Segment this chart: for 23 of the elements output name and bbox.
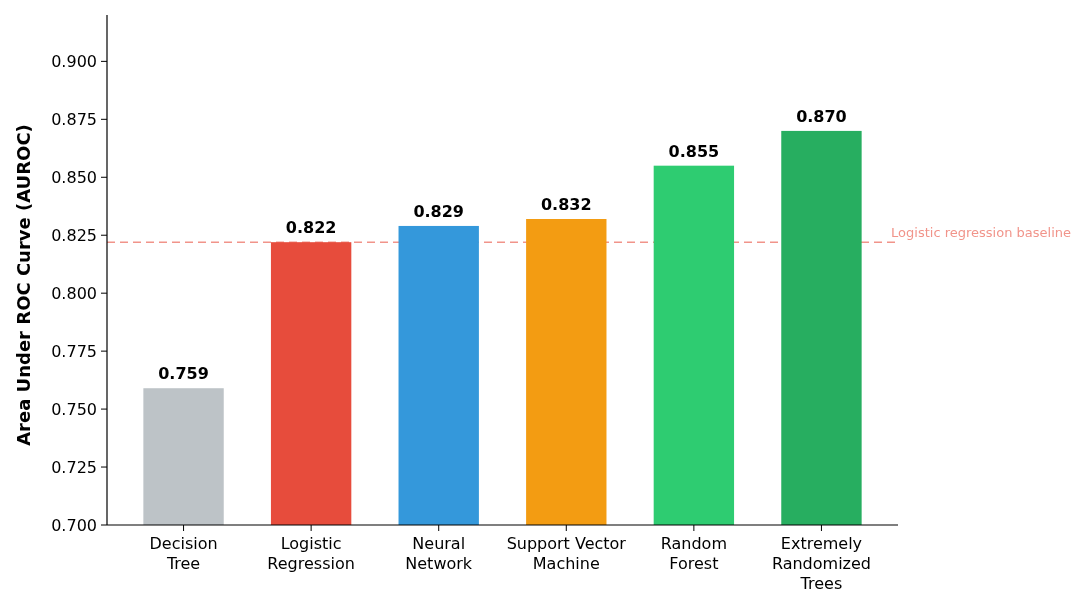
x-tick-label: Random Forest bbox=[660, 534, 727, 573]
x-tick-label: Support Vector Machine bbox=[506, 534, 627, 573]
y-tick-label: 0.750 bbox=[51, 399, 97, 419]
y-tick-label: 0.775 bbox=[51, 341, 97, 361]
y-tick-label: 0.725 bbox=[51, 457, 97, 477]
y-tick-label: 0.800 bbox=[51, 283, 97, 303]
y-tick-label: 0.875 bbox=[51, 109, 97, 129]
y-tick-label: 0.900 bbox=[51, 51, 97, 71]
x-tick-label: Neural Network bbox=[405, 534, 473, 573]
data-label: 0.822 bbox=[285, 218, 337, 238]
data-label: 0.829 bbox=[413, 201, 465, 221]
y-tick-label: 0.700 bbox=[51, 515, 97, 535]
x-tick-label: Logistic Regression bbox=[267, 534, 355, 573]
x-tick-label: Extremely Randomized Trees bbox=[771, 534, 871, 593]
data-label: 0.870 bbox=[796, 106, 847, 126]
ref-line-label: Logistic regression baseline bbox=[891, 225, 1071, 241]
y-tick-label: 0.825 bbox=[51, 225, 97, 245]
data-label: 0.855 bbox=[668, 141, 720, 161]
data-label: 0.832 bbox=[540, 195, 592, 214]
y-axis-title: Area Under ROC Curve (AUROC) bbox=[13, 124, 34, 446]
y-tick-label: 0.850 bbox=[51, 167, 97, 187]
x-tick-label: Decision Tree bbox=[149, 534, 218, 573]
data-label: 0.759 bbox=[158, 364, 209, 384]
